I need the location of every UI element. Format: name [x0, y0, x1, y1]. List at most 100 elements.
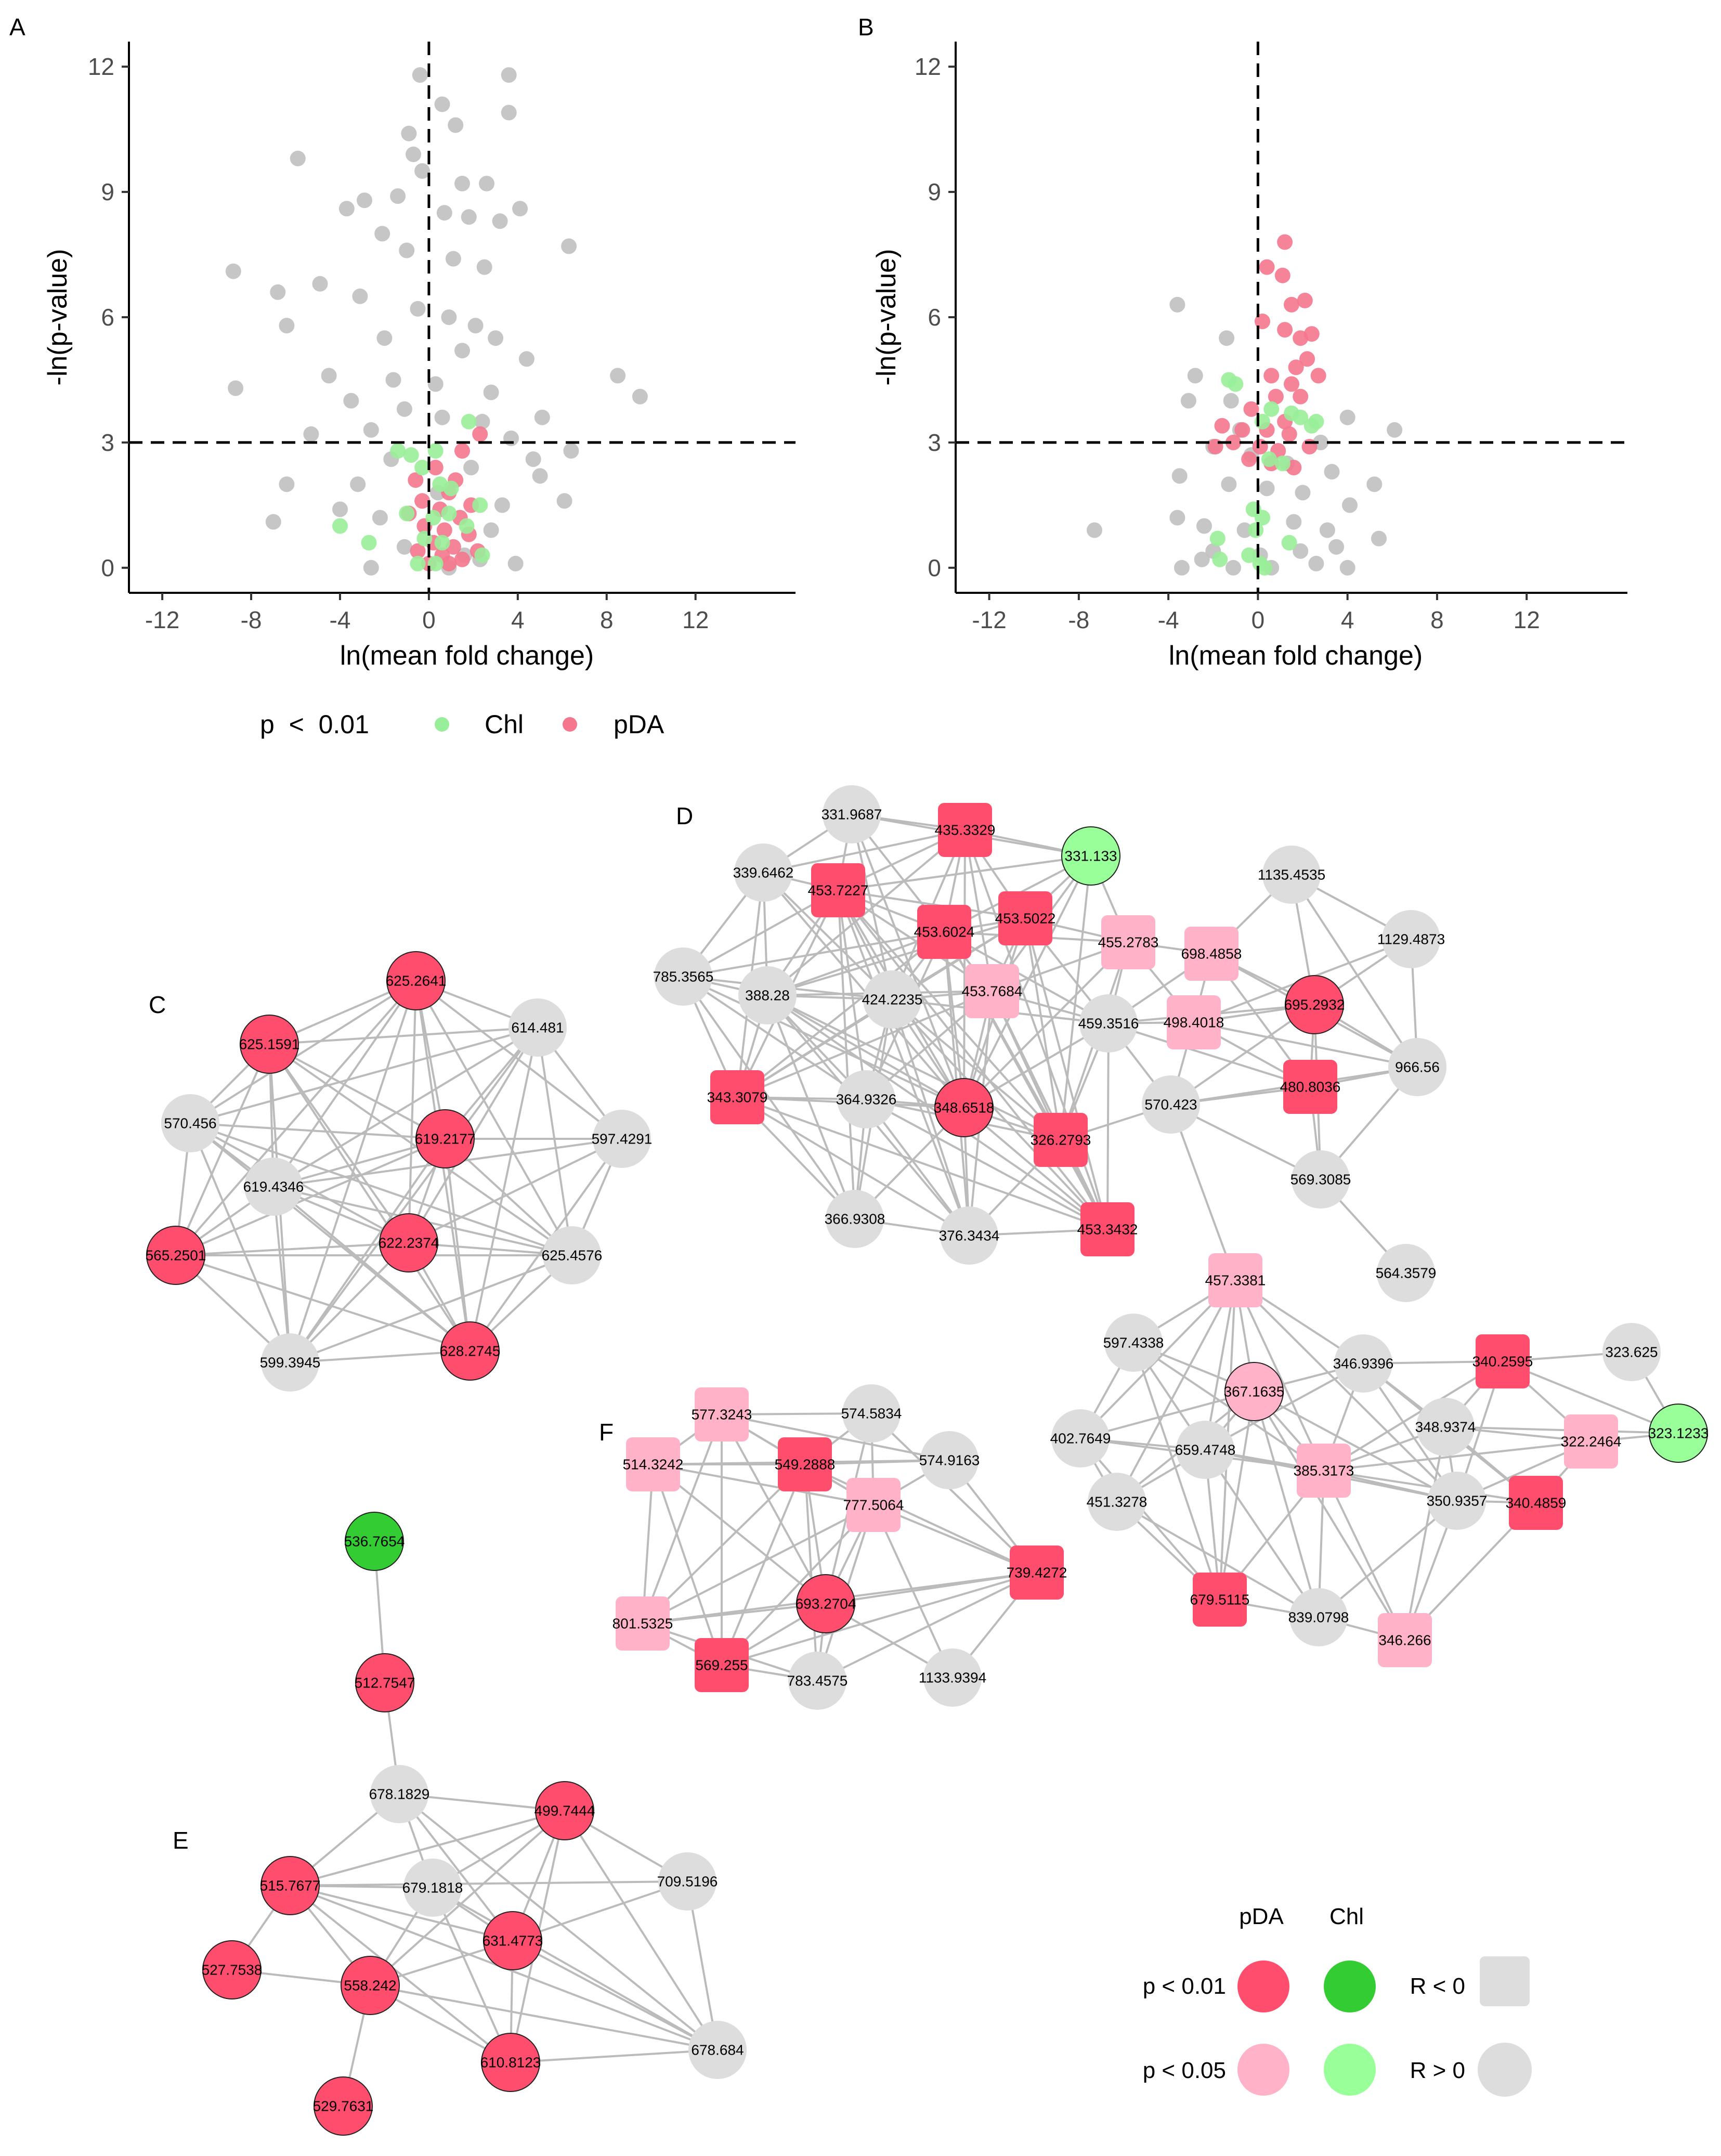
- network-node-shape: [1285, 975, 1344, 1034]
- network-node-d31: 457.3381: [1205, 1253, 1266, 1307]
- network-node-c5: 619.2177: [415, 1109, 475, 1168]
- network-edge-c7-c11: [272, 1186, 291, 1363]
- plot-b-xtick-label: -12: [972, 606, 1006, 633]
- plot-a-point-2-13: [361, 535, 377, 551]
- network-node-label: 480.8036: [1280, 1079, 1341, 1095]
- network-node-label: 565.2501: [146, 1248, 206, 1264]
- plot-a-xtick-label: -12: [145, 606, 179, 633]
- network-node-label: 331.133: [1064, 848, 1117, 864]
- network-edge-d3-d25: [1060, 855, 1092, 1140]
- network-node-shape: [710, 1070, 764, 1124]
- network-node-shape: [314, 2076, 373, 2136]
- plot-b-point-2-7: [1303, 418, 1320, 434]
- network-node-e3: 678.1829: [369, 1765, 429, 1823]
- plot-a-point-2-16: [474, 547, 490, 563]
- plot-a-point-1-2: [427, 460, 444, 476]
- network-edge-c3-c12: [469, 1027, 539, 1352]
- plot-a-point-0-64: [363, 560, 379, 576]
- plot-b-reference-lines: [956, 42, 1627, 593]
- network-node-shape: [846, 1478, 901, 1532]
- network-node-shape: [823, 785, 881, 843]
- plot-a-point-0-42: [343, 393, 359, 409]
- network-node-shape: [788, 1652, 846, 1710]
- plot-b-x-title: ln(mean fold change): [1169, 641, 1423, 671]
- top-legend-pda-label: pDA: [614, 710, 664, 739]
- network-node-label: 536.7654: [344, 1534, 405, 1550]
- network-edge-c3-c7: [272, 1027, 539, 1188]
- network-node-label: 339.6462: [733, 865, 794, 881]
- plot-a-xtick-label: -4: [330, 606, 351, 633]
- plot-a-point-0-24: [312, 276, 328, 292]
- plot-b-point-1-4: [1297, 292, 1313, 308]
- network-legend-r-pos: R > 0: [1410, 2058, 1465, 2083]
- network-node-shape: [863, 970, 921, 1029]
- plot-b-ytick-label: 0: [928, 554, 941, 581]
- network-edge-d38-d48: [1404, 1426, 1446, 1641]
- network-edge-c11-c12: [290, 1350, 471, 1363]
- network-node-shape: [386, 951, 446, 1010]
- network-node-label: 569.3085: [1290, 1172, 1351, 1188]
- plot-a-point-2-7: [472, 497, 488, 513]
- network-edge-c4-c5: [190, 1122, 446, 1140]
- plot-b-point-0-19: [1087, 522, 1102, 538]
- plot-a-point-2-2: [403, 447, 419, 463]
- top-legend-title: p < 0.01: [260, 710, 369, 739]
- network-node-label: 453.5022: [995, 911, 1056, 927]
- network-node-shape: [842, 1384, 901, 1443]
- plot-b-xtick-label: 4: [1341, 606, 1354, 633]
- network-node-d26: 569.3085: [1290, 1150, 1351, 1209]
- plot-a-point-0-11: [357, 192, 372, 209]
- plot-b-y-title: -ln(p-value): [871, 249, 902, 386]
- network-node-label: 453.7684: [962, 983, 1023, 999]
- network-node-label: 529.7631: [313, 2098, 374, 2114]
- plot-b-point-1-5: [1255, 314, 1270, 329]
- network-edge-c8-c12: [175, 1254, 471, 1352]
- network-node-label: 574.5834: [841, 1406, 902, 1422]
- plot-b-point-0-25: [1371, 530, 1387, 547]
- network-node-label: 346.266: [1378, 1632, 1431, 1648]
- plot-a-point-2-11: [459, 518, 475, 534]
- plot-a-point-2-3: [427, 443, 444, 459]
- network-node-f12: 1133.9394: [919, 1648, 986, 1707]
- plot-a-point-2-10: [441, 505, 457, 522]
- network-node-shape: [811, 863, 865, 917]
- network-node-label: 709.5196: [657, 1874, 718, 1890]
- network-edge-c2-c12: [268, 1043, 471, 1352]
- network-node-shape: [1297, 1444, 1351, 1498]
- plot-b-point-0-6: [1387, 422, 1403, 438]
- network-node-shape: [1167, 995, 1221, 1049]
- network-edge-f3-f10: [652, 1464, 723, 1666]
- network-node-d7: 453.6024: [914, 905, 974, 959]
- plot-a-ytick-label: 9: [101, 178, 114, 205]
- network-node-label: 366.9308: [825, 1211, 885, 1227]
- network-edge-d9-d19: [1290, 874, 1418, 1068]
- panel-label-c: C: [149, 991, 166, 1018]
- network-node-e8: 631.4773: [483, 1911, 543, 1970]
- plot-b-points-layer: [1087, 234, 1403, 576]
- network-node-label: 1135.4535: [1258, 867, 1325, 883]
- network-node-label: 785.3565: [653, 969, 714, 985]
- network-node-d44: 350.9357: [1427, 1472, 1487, 1530]
- network-edge-e13-e11: [510, 2049, 718, 2063]
- network-edge-d11-d21: [682, 976, 867, 1100]
- network-node-shape: [1476, 1334, 1530, 1388]
- network-node-shape: [695, 1387, 749, 1441]
- network-legend-col-pda: pDA: [1239, 1904, 1284, 1929]
- network-node-shape: [440, 1321, 500, 1381]
- top-legend: p < 0.01 Chl pDA: [260, 710, 664, 739]
- plot-a-point-0-53: [525, 451, 541, 467]
- network-edge-d33-d48: [1253, 1391, 1406, 1641]
- network-edge-f6-f8: [642, 1504, 874, 1625]
- plot-a-point-0-43: [396, 401, 412, 417]
- plot-b-point-0-16: [1259, 480, 1275, 497]
- network-edge-d6-d29: [1024, 918, 1109, 1230]
- plot-b-xtick-label: -8: [1068, 606, 1089, 633]
- network-node-label: 323.625: [1605, 1344, 1658, 1360]
- plot-a-point-0-60: [483, 522, 499, 538]
- network-edge-f1-f5: [721, 1413, 950, 1461]
- network-node-shape: [1602, 1323, 1661, 1381]
- network-edge-d5-d25: [837, 889, 1062, 1141]
- network-legend-row-p05: p < 0.05: [1143, 2058, 1226, 2083]
- network-edge-e4-e5: [290, 1810, 565, 1887]
